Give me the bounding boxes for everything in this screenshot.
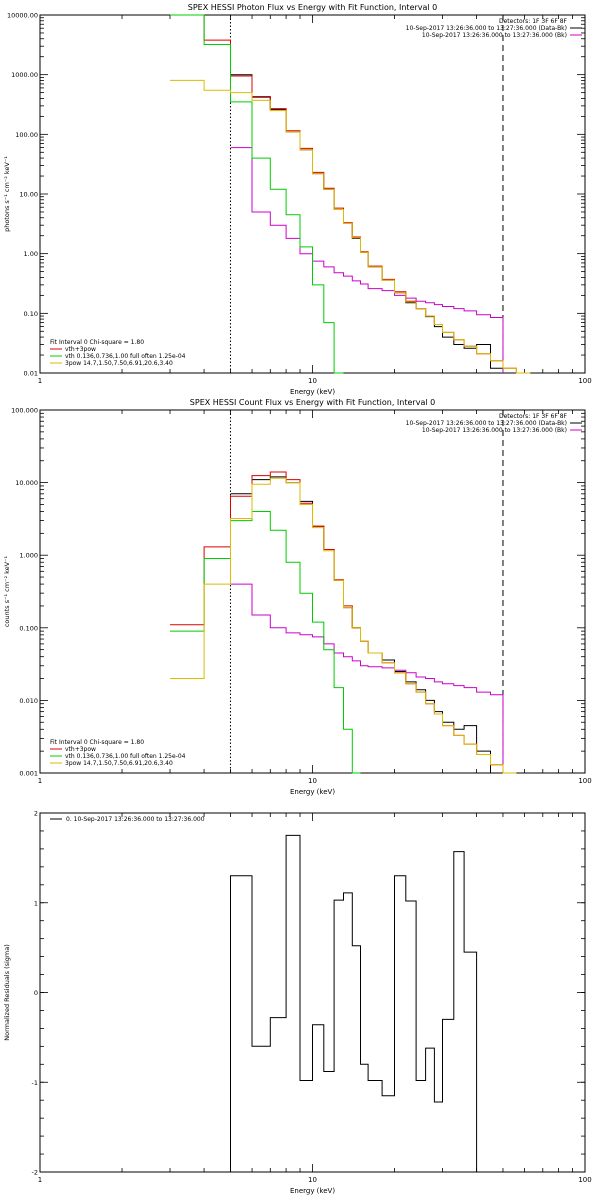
y-tick-label: 1.000 [19,552,38,560]
legend-entry: 0. 10-Sep-2017 13:26:36.000 to 13:27:36.… [66,816,205,823]
legend-entry: Detectors: 1F 3F 6F 8F [499,413,568,420]
y-tick-label: 10.000 [15,479,38,487]
y-tick-label: 1 [34,899,38,907]
x-axis-label-0: Energy (keV) [290,388,335,396]
legend-entry: 10-Sep-2017 13:26:36.000 to 13:27:36.000… [406,420,567,427]
y-tick-label: 100.00 [15,131,38,139]
legend-entry: vth 0.136,0.736,1.00 full often 1.25e-04 [65,753,186,760]
y-axis-label-0: photons s⁻¹ cm⁻² keV⁻¹ [3,156,11,232]
y-tick-label: 0 [34,989,38,997]
legend-entry: vth 0.136,0.736,1.00 full often 1.25e-04 [65,353,186,360]
series-line-vth [170,14,344,374]
legend-entry: 10-Sep-2017 13:26:36.000 to 13:27:36.000… [406,25,567,32]
x-axis-label-2: Energy (keV) [290,1187,335,1195]
x-tick-label: 100 [578,1176,591,1184]
y-tick-label: 100.000 [11,407,38,415]
x-tick-label: 1 [38,1176,42,1184]
y-tick-label: 2 [34,810,38,818]
chart-title-1: SPEX HESSI Count Flux vs Energy with Fit… [190,398,435,407]
y-tick-label: -1 [32,1079,38,1087]
series-line-3pow [170,79,531,374]
y-tick-label: 0.001 [19,770,38,778]
legend-entry: vth+3pow [65,346,96,353]
legend-entry: 10-Sep-2017 13:26:36.000 to 13:27:36.000… [422,427,567,434]
legend-entry: 10-Sep-2017 13:26:36.000 to 13:27:36.000… [422,32,567,39]
plot-frame-2 [39,812,586,1173]
y-tick-label: 0.010 [19,697,38,705]
series-line-3pow [170,477,517,774]
legend-entry: Fit Interval 0 Chi-square = 1.80 [50,739,144,746]
y-tick-label: 1.00 [24,250,38,258]
x-tick-label: 10 [308,777,317,785]
series-line-vth-3pow [170,14,531,374]
series-line-bk [230,583,504,773]
x-tick-label: 1 [38,377,42,385]
y-axis-label-2: Normalized Residuals (sigma) [3,944,11,1041]
chart-title-0: SPEX HESSI Photon Flux vs Energy with Fi… [188,3,438,12]
x-tick-label: 10 [308,1176,317,1184]
x-tick-label: 100 [578,777,591,785]
y-tick-label: 0.100 [19,624,38,632]
y-tick-label: 0.10 [24,310,38,318]
y-tick-label: 0.01 [24,370,38,378]
y-axis-label-1: counts s⁻¹ cm⁻² keV⁻¹ [3,555,11,627]
y-tick-label: 10.00 [19,191,38,199]
x-tick-label: 100 [578,377,591,385]
y-tick-label: -2 [32,1169,38,1177]
series-line-data-bk [230,74,504,373]
y-tick-label: 10000.00 [7,12,38,20]
series-line-residuals [230,834,478,1172]
series-line-data-bk [230,476,491,773]
legend-entry: vth+3pow [65,746,96,753]
x-tick-label: 10 [308,377,317,385]
legend-entry: 3pow 14.7,1.50,7.50,6.91,20.6,3.40 [65,360,173,367]
x-tick-label: 1 [38,777,42,785]
series-line-bk [230,147,504,373]
legend-entry: 3pow 14.7,1.50,7.50,6.91,20.6,3.40 [65,760,173,767]
legend-entry: Fit Interval 0 Chi-square = 1.80 [50,339,144,346]
x-axis-label-1: Energy (keV) [290,788,335,796]
y-tick-label: 1000.00 [11,71,38,79]
legend-entry: Detectors: 1F 3F 6F 8F [499,18,568,25]
